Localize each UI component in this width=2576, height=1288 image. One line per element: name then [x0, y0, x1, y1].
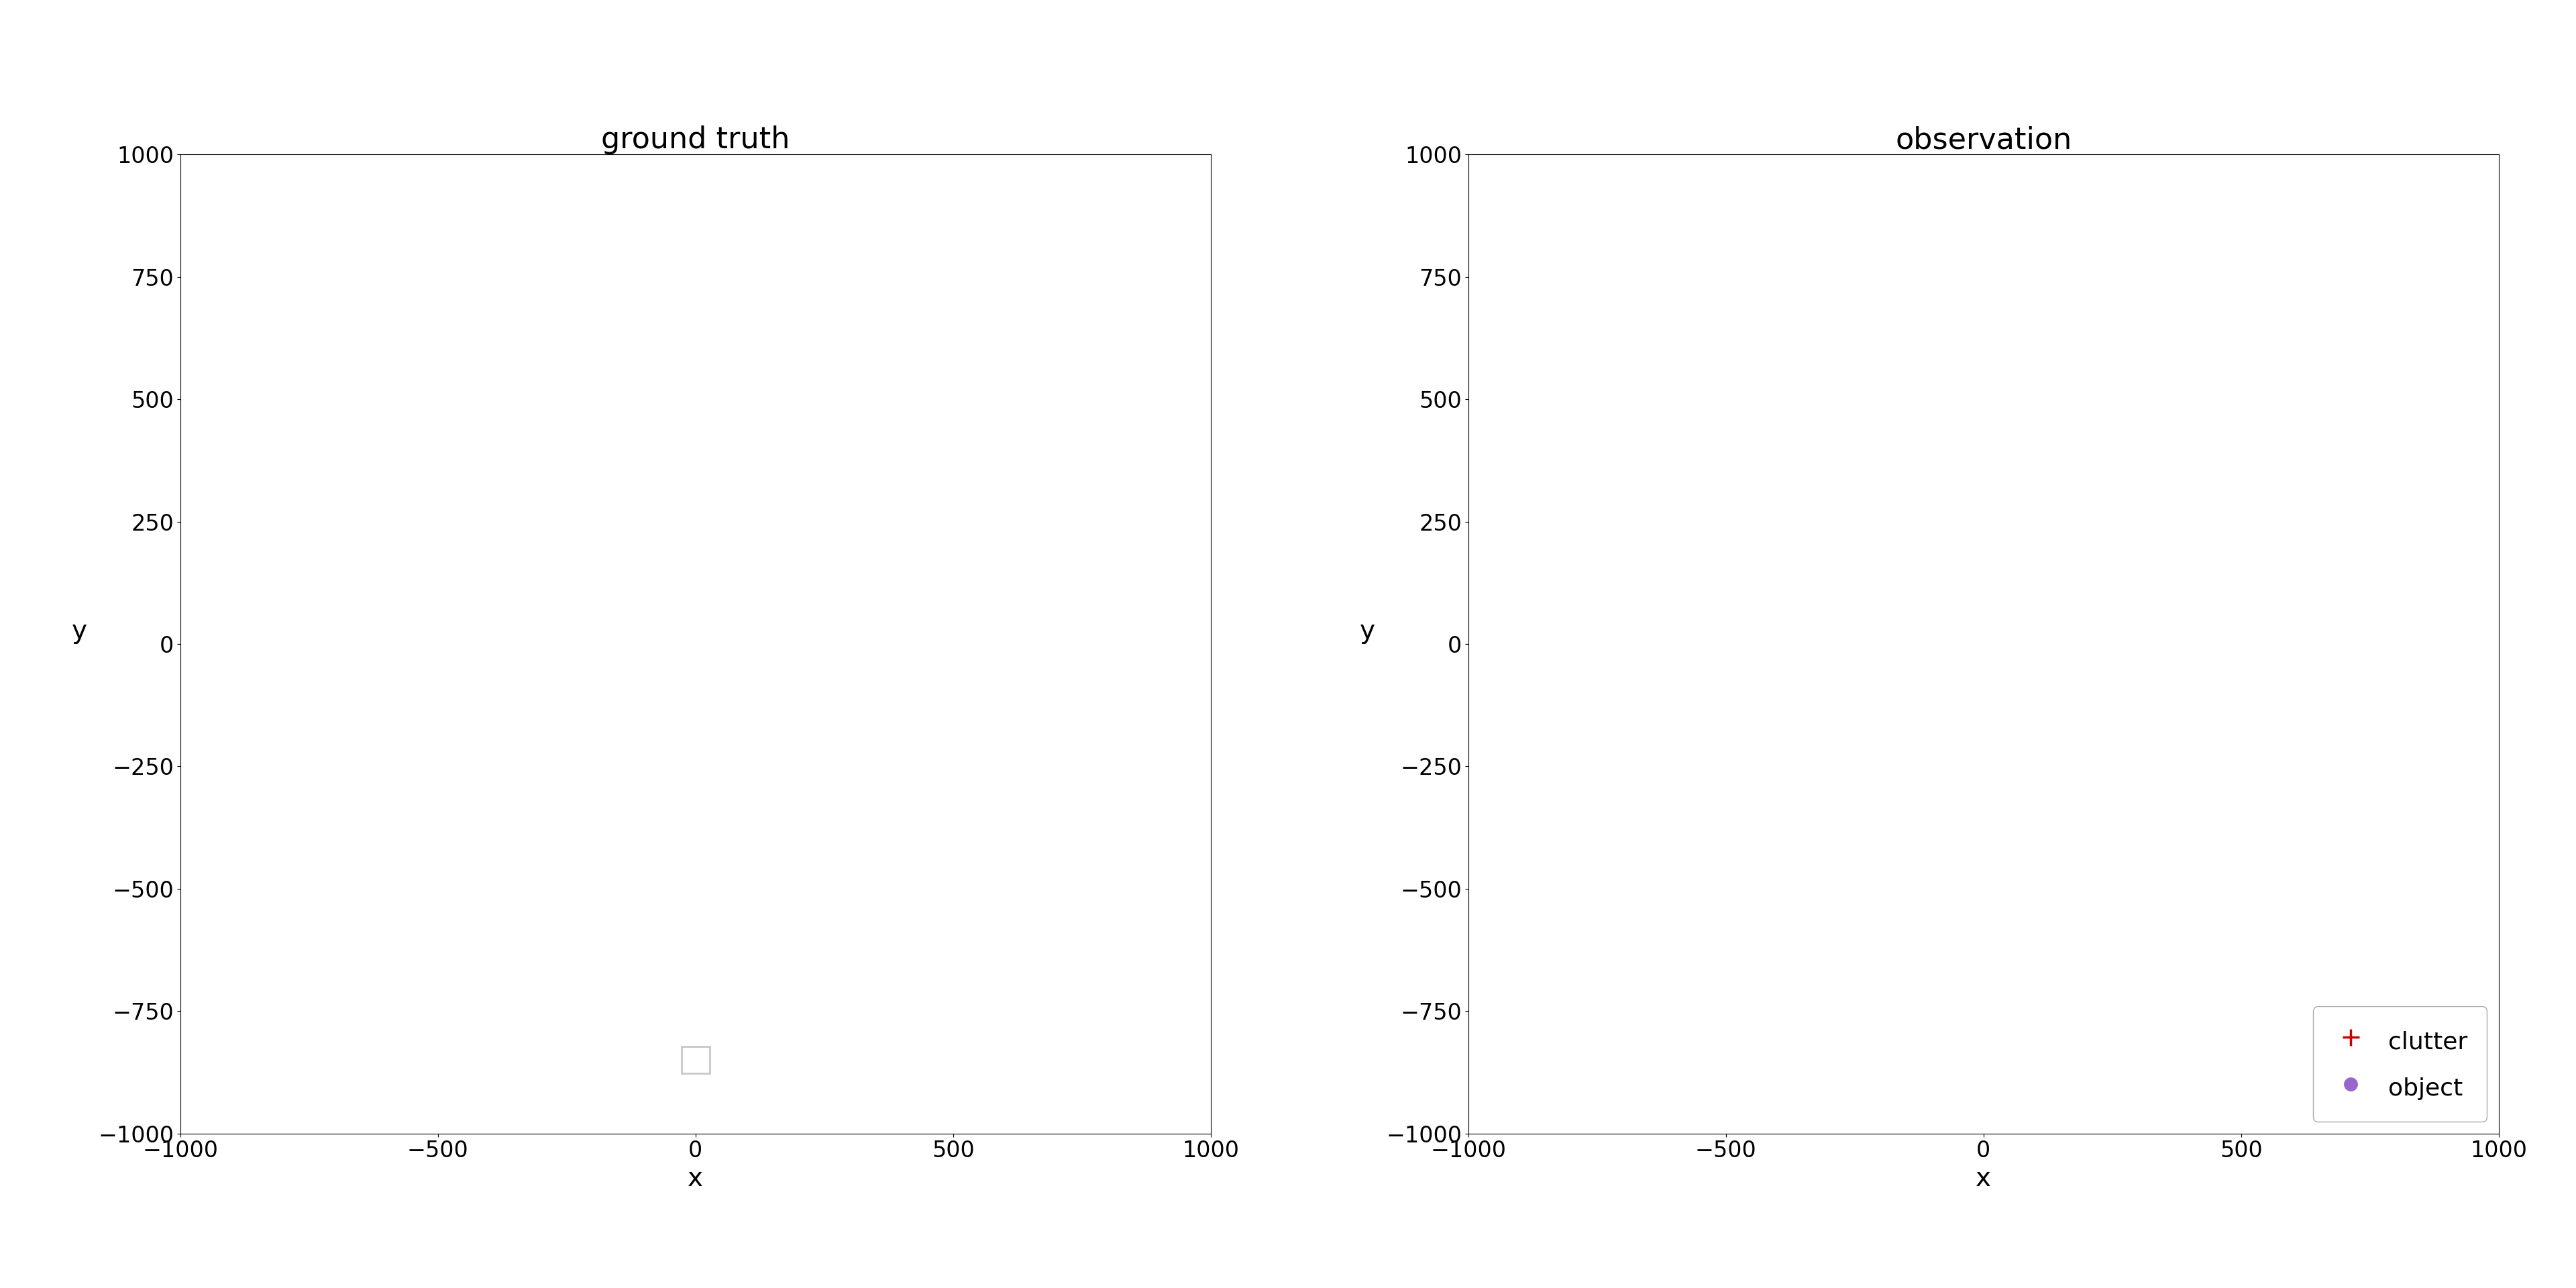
Legend: clutter, object: clutter, object: [2313, 1006, 2486, 1122]
X-axis label: x: x: [1976, 1166, 1991, 1191]
X-axis label: x: x: [688, 1166, 703, 1191]
Y-axis label: y: y: [72, 618, 88, 644]
Title: ground truth: ground truth: [600, 126, 791, 155]
Y-axis label: y: y: [1360, 618, 1376, 644]
Bar: [680, 1047, 708, 1073]
Title: observation: observation: [1896, 126, 2071, 155]
